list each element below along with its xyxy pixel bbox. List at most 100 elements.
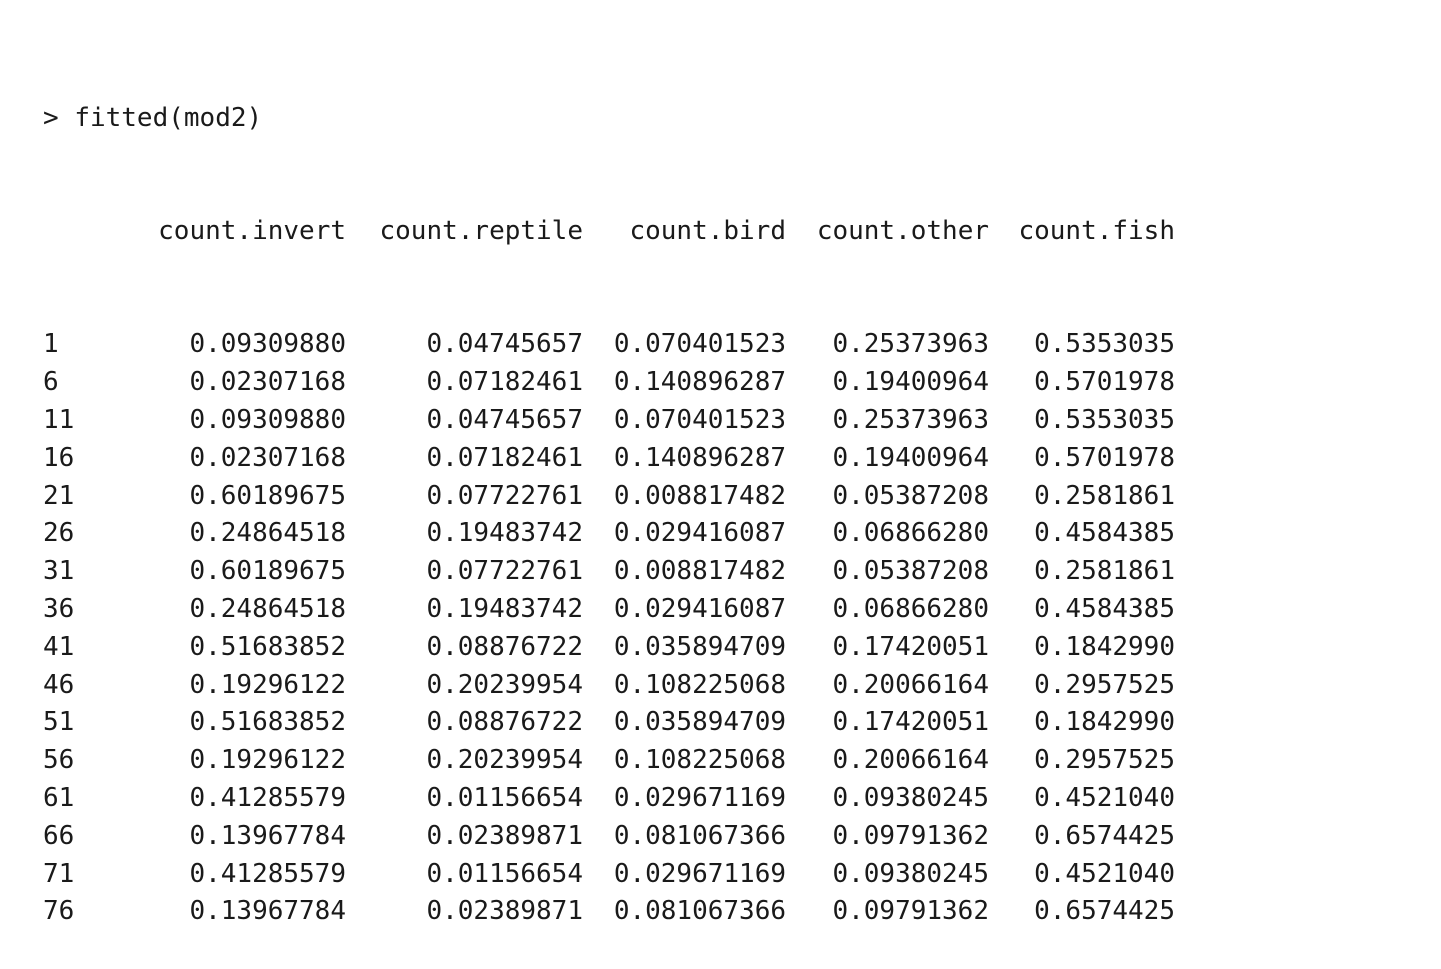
table-cell: 0.09380245 [832, 858, 989, 889]
row-name: 31 [43, 556, 75, 587]
table-cell: 0.081067366 [613, 820, 786, 851]
table-cell: 0.01156654 [426, 858, 583, 889]
table-cell: 0.13967784 [189, 896, 346, 927]
table-cell: 0.1842990 [1034, 631, 1175, 662]
table-row: 26 0.24864518 0.19483742 0.029416087 0.06866… [43, 515, 1175, 553]
table-cell: 0.07722761 [426, 556, 583, 587]
table-row: 16 0.02307168 0.07182461 0.140896287 0.19400… [43, 440, 1175, 478]
row-name: 11 [43, 404, 75, 435]
row-name: 56 [43, 745, 75, 776]
table-cell: 0.2581861 [1034, 556, 1175, 587]
table-cell: 0.41285579 [189, 782, 346, 813]
table-cell: 0.140896287 [613, 442, 786, 473]
table-body: 1 0.09309880 0.04745657 0.070401523 0.253739… [43, 326, 1175, 931]
table-cell: 0.029671169 [613, 858, 786, 889]
table-cell: 0.20066164 [832, 669, 989, 700]
table-cell: 0.04745657 [426, 404, 583, 435]
table-cell: 0.25373963 [832, 404, 989, 435]
table-cell: 0.070401523 [613, 329, 786, 360]
table-cell: 0.035894709 [613, 631, 786, 662]
prompt-symbol: > [43, 102, 75, 133]
table-row: 76 0.13967784 0.02389871 0.081067366 0.09791… [43, 893, 1175, 931]
row-name: 6 [43, 367, 59, 398]
table-row: 11 0.09309880 0.04745657 0.070401523 0.25373… [43, 402, 1175, 440]
table-cell: 0.029416087 [613, 518, 786, 549]
row-name: 46 [43, 669, 75, 700]
command-text: fitted(mod2) [74, 102, 263, 133]
table-row: 31 0.60189675 0.07722761 0.008817482 0.05387… [43, 553, 1175, 591]
row-name: 76 [43, 896, 75, 927]
table-row: 71 0.41285579 0.01156654 0.029671169 0.09380… [43, 856, 1175, 894]
table-cell: 0.5701978 [1034, 367, 1175, 398]
table-cell: 0.081067366 [613, 896, 786, 927]
table-cell: 0.17420051 [832, 707, 989, 738]
table-cell: 0.20066164 [832, 745, 989, 776]
table-cell: 0.140896287 [613, 367, 786, 398]
table-cell: 0.19296122 [189, 745, 346, 776]
table-row: 61 0.41285579 0.01156654 0.029671169 0.09380… [43, 780, 1175, 818]
column-header: count.fish [1018, 215, 1175, 246]
table-row: 66 0.13967784 0.02389871 0.081067366 0.09791… [43, 818, 1175, 856]
table-cell: 0.4584385 [1034, 518, 1175, 549]
table-cell: 0.108225068 [613, 745, 786, 776]
command-line: > fitted(mod2) [43, 100, 1175, 138]
table-cell: 0.24864518 [189, 518, 346, 549]
table-row: 6 0.02307168 0.07182461 0.140896287 0.194009… [43, 364, 1175, 402]
table-cell: 0.19400964 [832, 367, 989, 398]
table-cell: 0.2581861 [1034, 480, 1175, 511]
table-cell: 0.035894709 [613, 707, 786, 738]
table-cell: 0.60189675 [189, 480, 346, 511]
table-cell: 0.008817482 [613, 480, 786, 511]
table-cell: 0.07182461 [426, 367, 583, 398]
row-name: 41 [43, 631, 75, 662]
row-name: 26 [43, 518, 75, 549]
table-cell: 0.5701978 [1034, 442, 1175, 473]
column-header: count.bird [629, 215, 786, 246]
table-cell: 0.6574425 [1034, 820, 1175, 851]
table-row: 1 0.09309880 0.04745657 0.070401523 0.253739… [43, 326, 1175, 364]
table-cell: 0.02307168 [189, 442, 346, 473]
table-cell: 0.4584385 [1034, 593, 1175, 624]
table-cell: 0.51683852 [189, 707, 346, 738]
table-cell: 0.08876722 [426, 631, 583, 662]
table-cell: 0.17420051 [832, 631, 989, 662]
row-name: 1 [43, 329, 59, 360]
table-cell: 0.6574425 [1034, 896, 1175, 927]
table-cell: 0.19483742 [426, 518, 583, 549]
table-cell: 0.06866280 [832, 593, 989, 624]
table-cell: 0.5353035 [1034, 329, 1175, 360]
table-row: 51 0.51683852 0.08876722 0.035894709 0.17420… [43, 704, 1175, 742]
table-cell: 0.20239954 [426, 669, 583, 700]
column-header: count.other [816, 215, 989, 246]
table-cell: 0.51683852 [189, 631, 346, 662]
table-cell: 0.25373963 [832, 329, 989, 360]
table-cell: 0.5353035 [1034, 404, 1175, 435]
table-row: 46 0.19296122 0.20239954 0.108225068 0.20066… [43, 667, 1175, 705]
table-row: 56 0.19296122 0.20239954 0.108225068 0.20066… [43, 742, 1175, 780]
row-name: 16 [43, 442, 75, 473]
table-cell: 0.09791362 [832, 820, 989, 851]
table-cell: 0.09309880 [189, 329, 346, 360]
table-cell: 0.19483742 [426, 593, 583, 624]
table-cell: 0.029671169 [613, 782, 786, 813]
table-row: 36 0.24864518 0.19483742 0.029416087 0.06866… [43, 591, 1175, 629]
table-cell: 0.08876722 [426, 707, 583, 738]
table-cell: 0.60189675 [189, 556, 346, 587]
column-header: count.invert [158, 215, 346, 246]
table-cell: 0.1842990 [1034, 707, 1175, 738]
table-cell: 0.02307168 [189, 367, 346, 398]
column-header: count.reptile [379, 215, 584, 246]
table-cell: 0.008817482 [613, 556, 786, 587]
table-cell: 0.2957525 [1034, 669, 1175, 700]
row-name: 61 [43, 782, 75, 813]
r-console-output: > fitted(mod2) count.invert count.reptile… [43, 24, 1175, 969]
table-cell: 0.070401523 [613, 404, 786, 435]
table-cell: 0.07722761 [426, 480, 583, 511]
table-cell: 0.02389871 [426, 820, 583, 851]
table-cell: 0.01156654 [426, 782, 583, 813]
table-cell: 0.19296122 [189, 669, 346, 700]
table-header: count.invert count.reptile count.bird count… [43, 213, 1175, 251]
table-cell: 0.20239954 [426, 745, 583, 776]
table-cell: 0.24864518 [189, 593, 346, 624]
table-cell: 0.07182461 [426, 442, 583, 473]
